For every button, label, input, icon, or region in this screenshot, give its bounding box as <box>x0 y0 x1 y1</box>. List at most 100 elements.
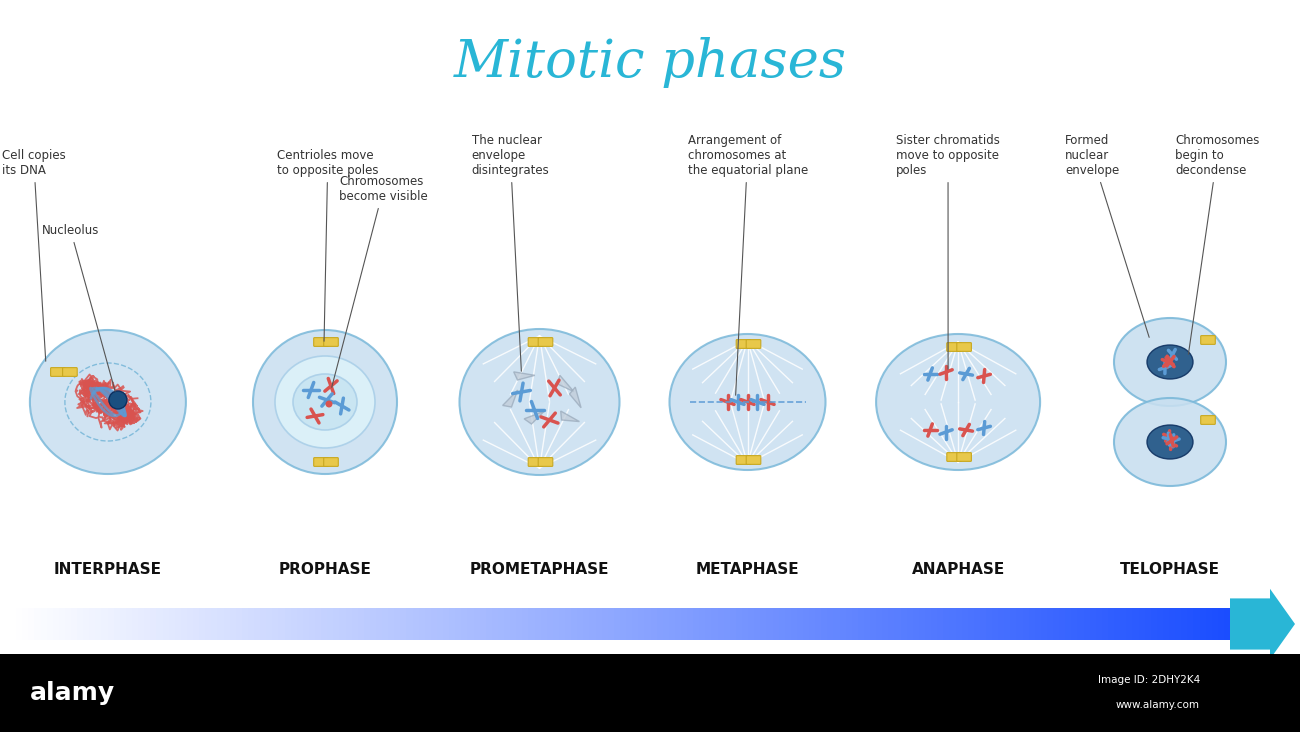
Bar <box>351 608 359 640</box>
Bar <box>1200 608 1206 640</box>
Bar <box>1144 608 1152 640</box>
FancyBboxPatch shape <box>946 452 962 461</box>
Bar <box>224 608 230 640</box>
FancyBboxPatch shape <box>324 458 338 466</box>
Bar <box>736 608 744 640</box>
Bar <box>589 608 597 640</box>
Bar <box>473 608 481 640</box>
Bar <box>450 608 456 640</box>
Bar <box>260 608 268 640</box>
Bar <box>77 608 85 640</box>
Bar <box>822 608 828 640</box>
Text: TELOPHASE: TELOPHASE <box>1121 562 1219 578</box>
Bar <box>566 608 572 640</box>
Bar <box>376 608 384 640</box>
Bar <box>199 608 207 640</box>
Bar <box>747 608 755 640</box>
Text: PROPHASE: PROPHASE <box>278 562 372 578</box>
Bar <box>90 608 96 640</box>
Bar <box>230 608 237 640</box>
Bar <box>711 608 719 640</box>
Bar <box>614 608 621 640</box>
Text: Cell copies
its DNA: Cell copies its DNA <box>3 149 66 361</box>
Text: Sister chromatids
move to opposite
poles: Sister chromatids move to opposite poles <box>896 134 1000 369</box>
Bar <box>133 608 139 640</box>
Bar <box>638 608 646 640</box>
Bar <box>797 608 803 640</box>
Bar <box>181 608 188 640</box>
Bar <box>779 608 785 640</box>
Bar <box>620 608 627 640</box>
Bar <box>462 608 468 640</box>
Bar <box>303 608 309 640</box>
Bar <box>419 608 426 640</box>
Text: Centrioles move
to opposite poles: Centrioles move to opposite poles <box>277 149 378 341</box>
Bar <box>83 608 91 640</box>
Bar <box>1223 608 1231 640</box>
Bar <box>1157 608 1164 640</box>
Bar <box>949 608 957 640</box>
Bar <box>430 608 438 640</box>
Text: Formed
nuclear
envelope: Formed nuclear envelope <box>1065 134 1149 337</box>
Bar <box>1028 608 1036 640</box>
Text: www.alamy.com: www.alamy.com <box>1115 700 1200 710</box>
FancyBboxPatch shape <box>957 343 971 351</box>
Bar <box>1121 608 1127 640</box>
Bar <box>906 608 914 640</box>
Bar <box>529 608 536 640</box>
Bar <box>516 608 524 640</box>
Bar <box>480 608 486 640</box>
Bar <box>1060 608 1066 640</box>
Polygon shape <box>514 372 534 380</box>
Bar <box>876 608 883 640</box>
Bar <box>980 608 987 640</box>
Bar <box>926 608 932 640</box>
Bar <box>858 608 864 640</box>
Bar <box>1053 608 1061 640</box>
FancyBboxPatch shape <box>736 340 751 348</box>
Bar <box>174 608 182 640</box>
Bar <box>291 608 298 640</box>
Bar <box>956 608 962 640</box>
Bar <box>675 608 682 640</box>
Bar <box>370 608 377 640</box>
Bar <box>1041 608 1048 640</box>
Bar <box>504 608 511 640</box>
Bar <box>120 608 127 640</box>
Bar <box>1193 608 1201 640</box>
Bar <box>815 608 823 640</box>
Bar <box>760 608 767 640</box>
FancyBboxPatch shape <box>946 343 962 351</box>
Text: Image ID: 2DHY2K4: Image ID: 2DHY2K4 <box>1097 675 1200 685</box>
Ellipse shape <box>1114 398 1226 486</box>
FancyBboxPatch shape <box>1201 336 1216 344</box>
Bar <box>1212 608 1219 640</box>
Circle shape <box>325 400 333 408</box>
Bar <box>1187 608 1195 640</box>
Bar <box>559 608 567 640</box>
Bar <box>627 608 633 640</box>
Bar <box>632 608 640 640</box>
Bar <box>992 608 1000 640</box>
Bar <box>425 608 432 640</box>
Bar <box>1023 608 1030 640</box>
Bar <box>212 608 218 640</box>
Bar <box>998 608 1005 640</box>
FancyBboxPatch shape <box>538 458 552 466</box>
Bar <box>1065 608 1072 640</box>
Bar <box>192 608 200 640</box>
Bar <box>486 608 493 640</box>
Bar <box>693 608 701 640</box>
Bar <box>278 608 286 640</box>
Bar <box>541 608 547 640</box>
FancyBboxPatch shape <box>538 337 552 346</box>
Bar <box>437 608 445 640</box>
Bar <box>1046 608 1054 640</box>
Bar <box>47 608 53 640</box>
Bar <box>1035 608 1043 640</box>
Polygon shape <box>503 390 517 407</box>
Bar <box>833 608 841 640</box>
Bar <box>688 608 694 640</box>
Bar <box>412 608 420 640</box>
Bar <box>894 608 902 640</box>
